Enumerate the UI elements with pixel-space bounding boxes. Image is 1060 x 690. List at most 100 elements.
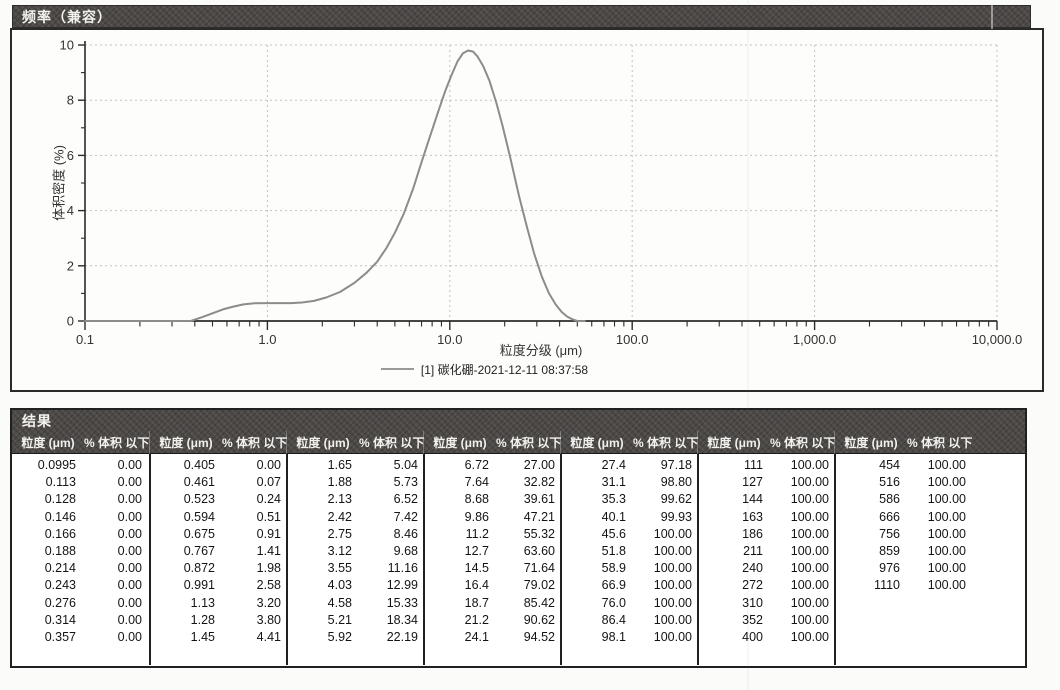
table-row: 3.55 11.16 bbox=[288, 560, 423, 577]
percent-under-cell: 0.00 bbox=[117, 595, 142, 610]
percent-under-cell: 100.00 bbox=[653, 526, 692, 541]
y-tick-label: 10 bbox=[60, 38, 74, 53]
size-cell: 24.1 bbox=[464, 629, 489, 644]
size-cell: 352 bbox=[742, 612, 763, 627]
percent-under-cell: 100.00 bbox=[927, 561, 966, 576]
table-row: 0.357 0.00 bbox=[12, 629, 149, 646]
table-row: 9.86 47.21 bbox=[425, 509, 560, 526]
size-cell: 0.243 bbox=[44, 578, 76, 593]
percent-under-cell: 1.98 bbox=[256, 561, 281, 576]
size-cell: 859 bbox=[879, 543, 900, 558]
table-row: 76.0 100.00 bbox=[562, 595, 697, 612]
results-table: 结果 粒度 (μm)% 体积 以下 粒度 (μm)% 体积 以下 粒度 (μm)% … bbox=[10, 408, 1027, 668]
size-cell: 3.12 bbox=[327, 543, 352, 558]
table-row: 0.675 0.91 bbox=[151, 526, 286, 543]
size-cell: 0.675 bbox=[183, 526, 215, 541]
table-row: 0.188 0.00 bbox=[12, 543, 149, 560]
y-tick-label: 0 bbox=[67, 314, 74, 329]
size-cell: 1.13 bbox=[190, 595, 215, 610]
size-cell: 1.88 bbox=[327, 475, 352, 490]
column-header-size: 粒度 (μm) bbox=[296, 436, 350, 450]
column-header-percent: % 体积 以下 bbox=[222, 436, 288, 450]
size-cell: 9.86 bbox=[464, 509, 489, 524]
size-cell: 0.166 bbox=[44, 526, 76, 541]
column-header-size: 粒度 (μm) bbox=[433, 436, 487, 450]
table-row: 352 100.00 bbox=[699, 612, 834, 629]
percent-under-cell: 0.07 bbox=[256, 475, 281, 490]
size-cell: 5.92 bbox=[327, 629, 352, 644]
size-cell: 6.72 bbox=[464, 458, 489, 472]
table-row: 45.6 100.00 bbox=[562, 526, 697, 543]
size-cell: 666 bbox=[879, 509, 900, 524]
column-header-percent: % 体积 以下 bbox=[633, 436, 699, 450]
column-group-header: 粒度 (μm) % 体积 以下 bbox=[149, 431, 288, 454]
table-row: 976 100.00 bbox=[836, 560, 1024, 577]
results-column-group: 1.65 5.04 1.88 5.73 2.13 6.52 2.42 7.42 2.75 8.46… bbox=[286, 454, 423, 665]
size-cell: 3.55 bbox=[327, 561, 352, 576]
table-row: 0.146 0.00 bbox=[12, 509, 149, 526]
size-cell: 1.28 bbox=[190, 612, 215, 627]
percent-under-cell: 100.00 bbox=[790, 475, 829, 490]
table-row: 0.767 1.41 bbox=[151, 543, 286, 560]
size-cell: 0.594 bbox=[183, 509, 215, 524]
table-row: 1110 100.00 bbox=[836, 577, 1024, 594]
size-cell: 2.13 bbox=[327, 492, 352, 507]
size-cell: 0.405 bbox=[183, 458, 215, 472]
size-cell: 35.3 bbox=[601, 492, 626, 507]
table-row: 27.4 97.18 bbox=[562, 457, 697, 474]
table-row: 3.12 9.68 bbox=[288, 543, 423, 560]
table-row: 0.214 0.00 bbox=[12, 560, 149, 577]
size-cell: 98.1 bbox=[601, 629, 626, 644]
percent-under-cell: 79.02 bbox=[523, 578, 555, 593]
size-cell: 976 bbox=[879, 561, 900, 576]
size-cell: 0.767 bbox=[183, 543, 215, 558]
percent-under-cell: 0.00 bbox=[117, 561, 142, 576]
percent-under-cell: 100.00 bbox=[790, 612, 829, 627]
table-row: 2.75 8.46 bbox=[288, 526, 423, 543]
table-row: 666 100.00 bbox=[836, 509, 1024, 526]
size-cell: 1.65 bbox=[327, 458, 352, 472]
percent-under-cell: 0.00 bbox=[117, 629, 142, 644]
column-group-header: 粒度 (μm) % 体积 以下 bbox=[834, 431, 1024, 454]
percent-under-cell: 100.00 bbox=[653, 595, 692, 610]
percent-under-cell: 100.00 bbox=[653, 629, 692, 644]
size-cell: 586 bbox=[879, 492, 900, 507]
percent-under-cell: 5.04 bbox=[393, 458, 418, 472]
size-cell: 8.68 bbox=[464, 492, 489, 507]
size-cell: 51.8 bbox=[601, 543, 626, 558]
table-row: 0.991 2.58 bbox=[151, 577, 286, 594]
size-cell: 0.113 bbox=[45, 475, 76, 490]
percent-under-cell: 3.80 bbox=[256, 612, 281, 627]
table-row: 24.1 94.52 bbox=[425, 629, 560, 646]
chart-title-bar: 频率（兼容） bbox=[12, 5, 1031, 28]
percent-under-cell: 39.61 bbox=[523, 492, 555, 507]
size-cell: 0.188 bbox=[44, 543, 76, 558]
percent-under-cell: 98.80 bbox=[660, 475, 692, 490]
percent-under-cell: 100.00 bbox=[927, 578, 966, 593]
percent-under-cell: 100.00 bbox=[653, 578, 692, 593]
y-tick-label: 6 bbox=[67, 148, 74, 163]
percent-under-cell: 0.91 bbox=[256, 526, 281, 541]
table-row: 1.13 3.20 bbox=[151, 595, 286, 612]
table-row: 86.4 100.00 bbox=[562, 612, 697, 629]
percent-under-cell: 8.46 bbox=[393, 526, 418, 541]
size-cell: 45.6 bbox=[601, 526, 626, 541]
table-row: 240 100.00 bbox=[699, 560, 834, 577]
percent-under-cell: 4.41 bbox=[256, 629, 281, 644]
table-row: 0.243 0.00 bbox=[12, 577, 149, 594]
table-row: 211 100.00 bbox=[699, 543, 834, 560]
column-group-header: 粒度 (μm) % 体积 以下 bbox=[423, 431, 561, 454]
results-column-group: 27.4 97.18 31.1 98.80 35.3 99.62 40.1 99.93 45.6… bbox=[560, 454, 697, 665]
size-cell: 2.75 bbox=[327, 526, 352, 541]
chart-plot-area: 0 2 4 6 8 10 0.1 1.0 10.0 100.0 1,000.0 10,000.0 bbox=[60, 38, 1023, 348]
percent-under-cell: 100.00 bbox=[653, 612, 692, 627]
results-title: 结果 bbox=[22, 413, 52, 429]
y-axis-label: 体积密度 (%) bbox=[51, 145, 67, 221]
column-header-percent: % 体积 以下 bbox=[359, 436, 425, 450]
column-header-size: 粒度 (μm) bbox=[707, 436, 761, 450]
table-row: 14.5 71.64 bbox=[425, 560, 560, 577]
y-tick-label: 2 bbox=[67, 258, 74, 273]
results-column-group: 454 100.00 516 100.00 586 100.00 666 100.00 756 1… bbox=[834, 454, 1024, 665]
percent-under-cell: 100.00 bbox=[790, 526, 829, 541]
